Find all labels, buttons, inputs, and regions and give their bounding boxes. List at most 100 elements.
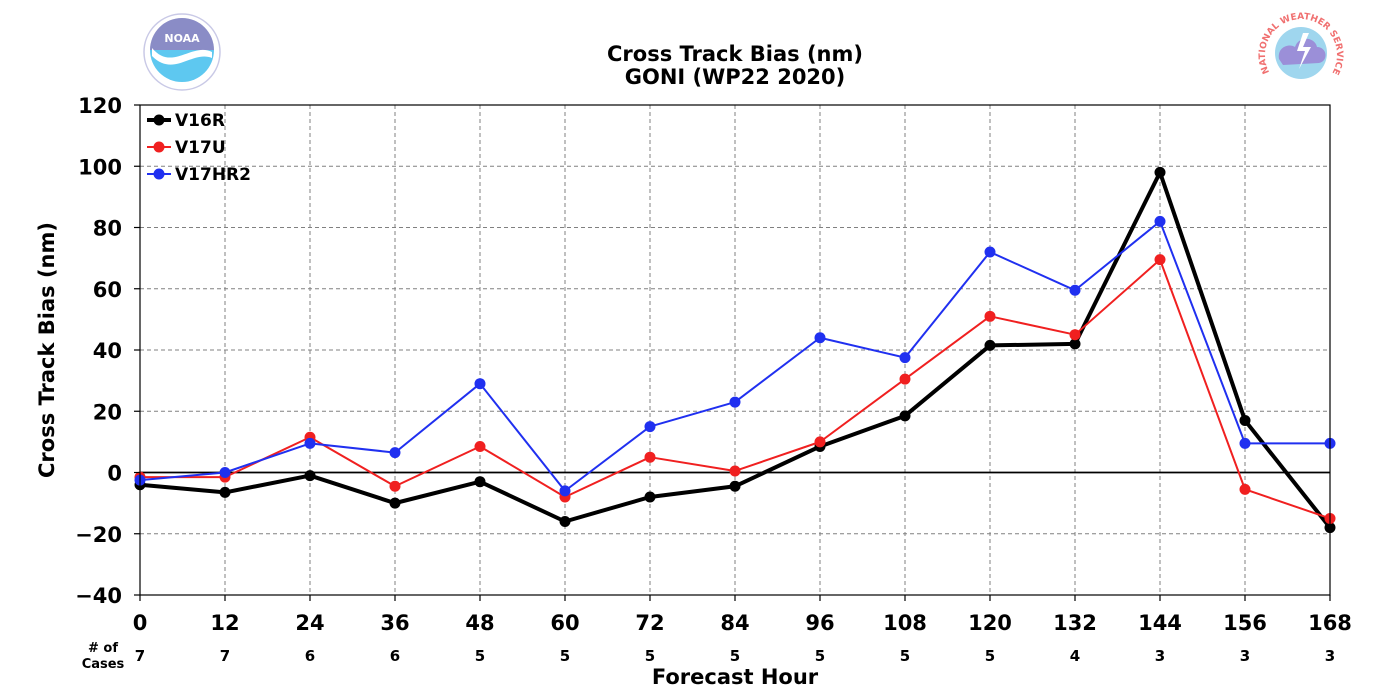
data-point	[1069, 338, 1081, 350]
data-point	[389, 447, 401, 459]
y-tick-label: −20	[75, 523, 122, 547]
y-tick-label: 40	[93, 339, 122, 363]
data-point	[644, 421, 656, 433]
data-point	[389, 480, 401, 492]
x-tick-label: 108	[883, 611, 927, 635]
data-point	[729, 465, 741, 477]
case-count: 7	[220, 647, 230, 665]
x-tick-label: 60	[550, 611, 579, 635]
cases-label: # of Cases	[82, 641, 125, 672]
case-count: 6	[305, 647, 315, 665]
data-point	[984, 246, 996, 258]
data-point	[219, 486, 231, 498]
case-count: 7	[135, 647, 145, 665]
data-point	[219, 467, 231, 478]
cases-row: 7 7 6 6 5 5 5 5 5 5 5 4 3 3 3	[135, 647, 1335, 665]
y-tick-label: 0	[107, 462, 122, 486]
data-point	[899, 373, 911, 385]
data-point	[1239, 483, 1251, 495]
case-count: 6	[390, 647, 400, 665]
legend: V16R V17U V17HR2	[147, 111, 251, 185]
grid-lines	[140, 105, 1330, 595]
data-point	[729, 480, 741, 492]
data-point	[814, 332, 826, 344]
data-point	[474, 440, 486, 452]
data-point	[1154, 254, 1166, 266]
data-point	[474, 476, 486, 488]
case-count: 4	[1070, 647, 1080, 665]
data-point	[814, 436, 826, 448]
chart-subtitle: GONI (WP22 2020)	[625, 65, 846, 89]
data-point	[304, 437, 316, 449]
x-tick-label: 84	[720, 611, 749, 635]
case-count: 5	[560, 647, 570, 665]
case-count: 5	[475, 647, 485, 665]
case-count: 3	[1155, 647, 1165, 665]
chart-title: Cross Track Bias (nm)	[607, 42, 863, 66]
x-tick-label: 120	[968, 611, 1012, 635]
data-point	[899, 352, 911, 364]
y-tick-label: 100	[78, 155, 122, 179]
x-tick-label: 12	[210, 611, 239, 635]
y-axis-label: Cross Track Bias (nm)	[35, 222, 59, 478]
data-point	[389, 497, 401, 509]
data-point	[559, 516, 571, 527]
x-tick-label: 36	[380, 611, 409, 635]
x-tick-label: 24	[295, 611, 324, 635]
legend-item: V17U	[147, 138, 226, 158]
data-point	[984, 310, 996, 322]
case-count: 5	[730, 647, 740, 665]
y-tick-label: 80	[93, 217, 122, 241]
case-count: 3	[1240, 647, 1250, 665]
data-point	[1069, 329, 1081, 341]
data-point	[899, 410, 911, 422]
x-tick-label: 132	[1053, 611, 1097, 635]
legend-label: V16R	[175, 111, 225, 131]
x-tick-label: 48	[465, 611, 494, 635]
case-count: 5	[645, 647, 655, 665]
series-layer	[134, 166, 1336, 534]
x-axis-label: Forecast Hour	[652, 665, 819, 689]
noaa-logo-lettering: NOAA	[164, 32, 200, 45]
data-point	[304, 470, 316, 482]
x-tick-label: 72	[635, 611, 664, 635]
data-point	[1069, 284, 1081, 296]
y-tick-label: 60	[93, 278, 122, 302]
case-count: 5	[985, 647, 995, 665]
data-point	[644, 451, 656, 463]
x-tick-label: 168	[1308, 611, 1352, 635]
y-tick-label: 20	[93, 400, 122, 424]
case-count: 3	[1325, 647, 1335, 665]
data-point	[474, 378, 486, 390]
x-axis-ticks: 0 12 24 36 48 60 72 84 96 108 120 132 144 156 168	[133, 595, 1352, 635]
data-point	[1154, 166, 1166, 178]
x-tick-label: 144	[1138, 611, 1182, 635]
data-point	[559, 485, 571, 497]
y-axis-ticks: 120 100 80 60 40 20 0 −20 −40	[75, 94, 140, 608]
legend-marker	[153, 168, 165, 180]
legend-item: V16R	[147, 111, 225, 131]
series-v17hr2	[134, 215, 1336, 497]
data-point	[1154, 215, 1166, 227]
case-count: 5	[900, 647, 910, 665]
data-point	[644, 491, 656, 503]
data-point	[729, 396, 741, 408]
legend-marker	[153, 141, 165, 153]
series-v17u	[134, 254, 1336, 524]
x-tick-label: 0	[133, 611, 148, 635]
y-tick-label: 120	[78, 94, 122, 118]
legend-marker	[153, 114, 165, 126]
legend-label: V17HR2	[175, 165, 251, 185]
legend-label: V17U	[175, 138, 226, 158]
x-tick-label: 156	[1223, 611, 1267, 635]
y-tick-label: −40	[75, 584, 122, 608]
legend-item: V17HR2	[147, 165, 251, 185]
case-count: 5	[815, 647, 825, 665]
nws-logo: NATIONAL WEATHER SERVICE	[1258, 12, 1344, 90]
data-point	[1239, 414, 1251, 426]
data-point	[984, 339, 996, 351]
noaa-logo: NOAA	[143, 13, 221, 91]
data-point	[1239, 437, 1251, 449]
x-tick-label: 96	[805, 611, 834, 635]
